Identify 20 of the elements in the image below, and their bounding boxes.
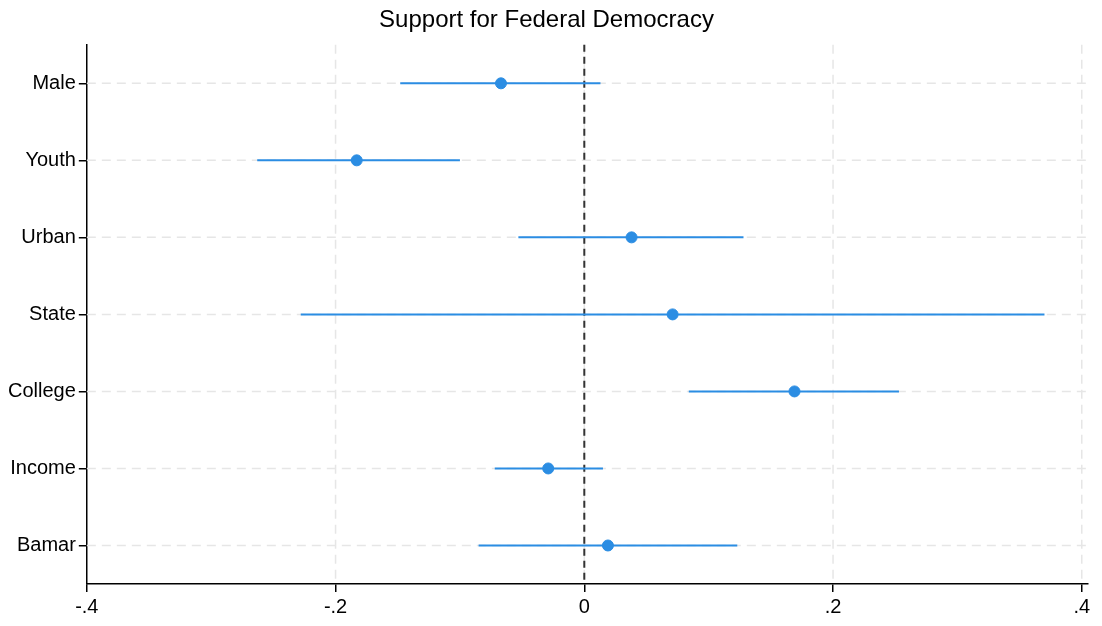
y-tick-label: Youth (25, 147, 76, 170)
x-tick-label: .2 (824, 594, 842, 617)
point (350, 154, 363, 167)
y-tick-label: Bamar (16, 533, 77, 555)
x-tick-label: .4 (1073, 594, 1091, 617)
point (625, 231, 638, 244)
x-tick-label: 0 (578, 594, 590, 617)
y-tick-label: Urban (21, 224, 76, 247)
x-tick-label: -.2 (323, 594, 348, 617)
point (542, 462, 555, 475)
point (601, 539, 614, 552)
chart-title: Support for Federal Democracy (379, 5, 714, 33)
y-tick-label: Income (10, 455, 76, 478)
y-tick-label: College (7, 378, 76, 401)
point (494, 77, 507, 90)
x-tick-label: -.4 (75, 594, 99, 617)
point (788, 385, 801, 398)
y-tick-label: State (29, 301, 76, 324)
point (666, 308, 679, 321)
y-tick-label: Male (32, 70, 76, 93)
